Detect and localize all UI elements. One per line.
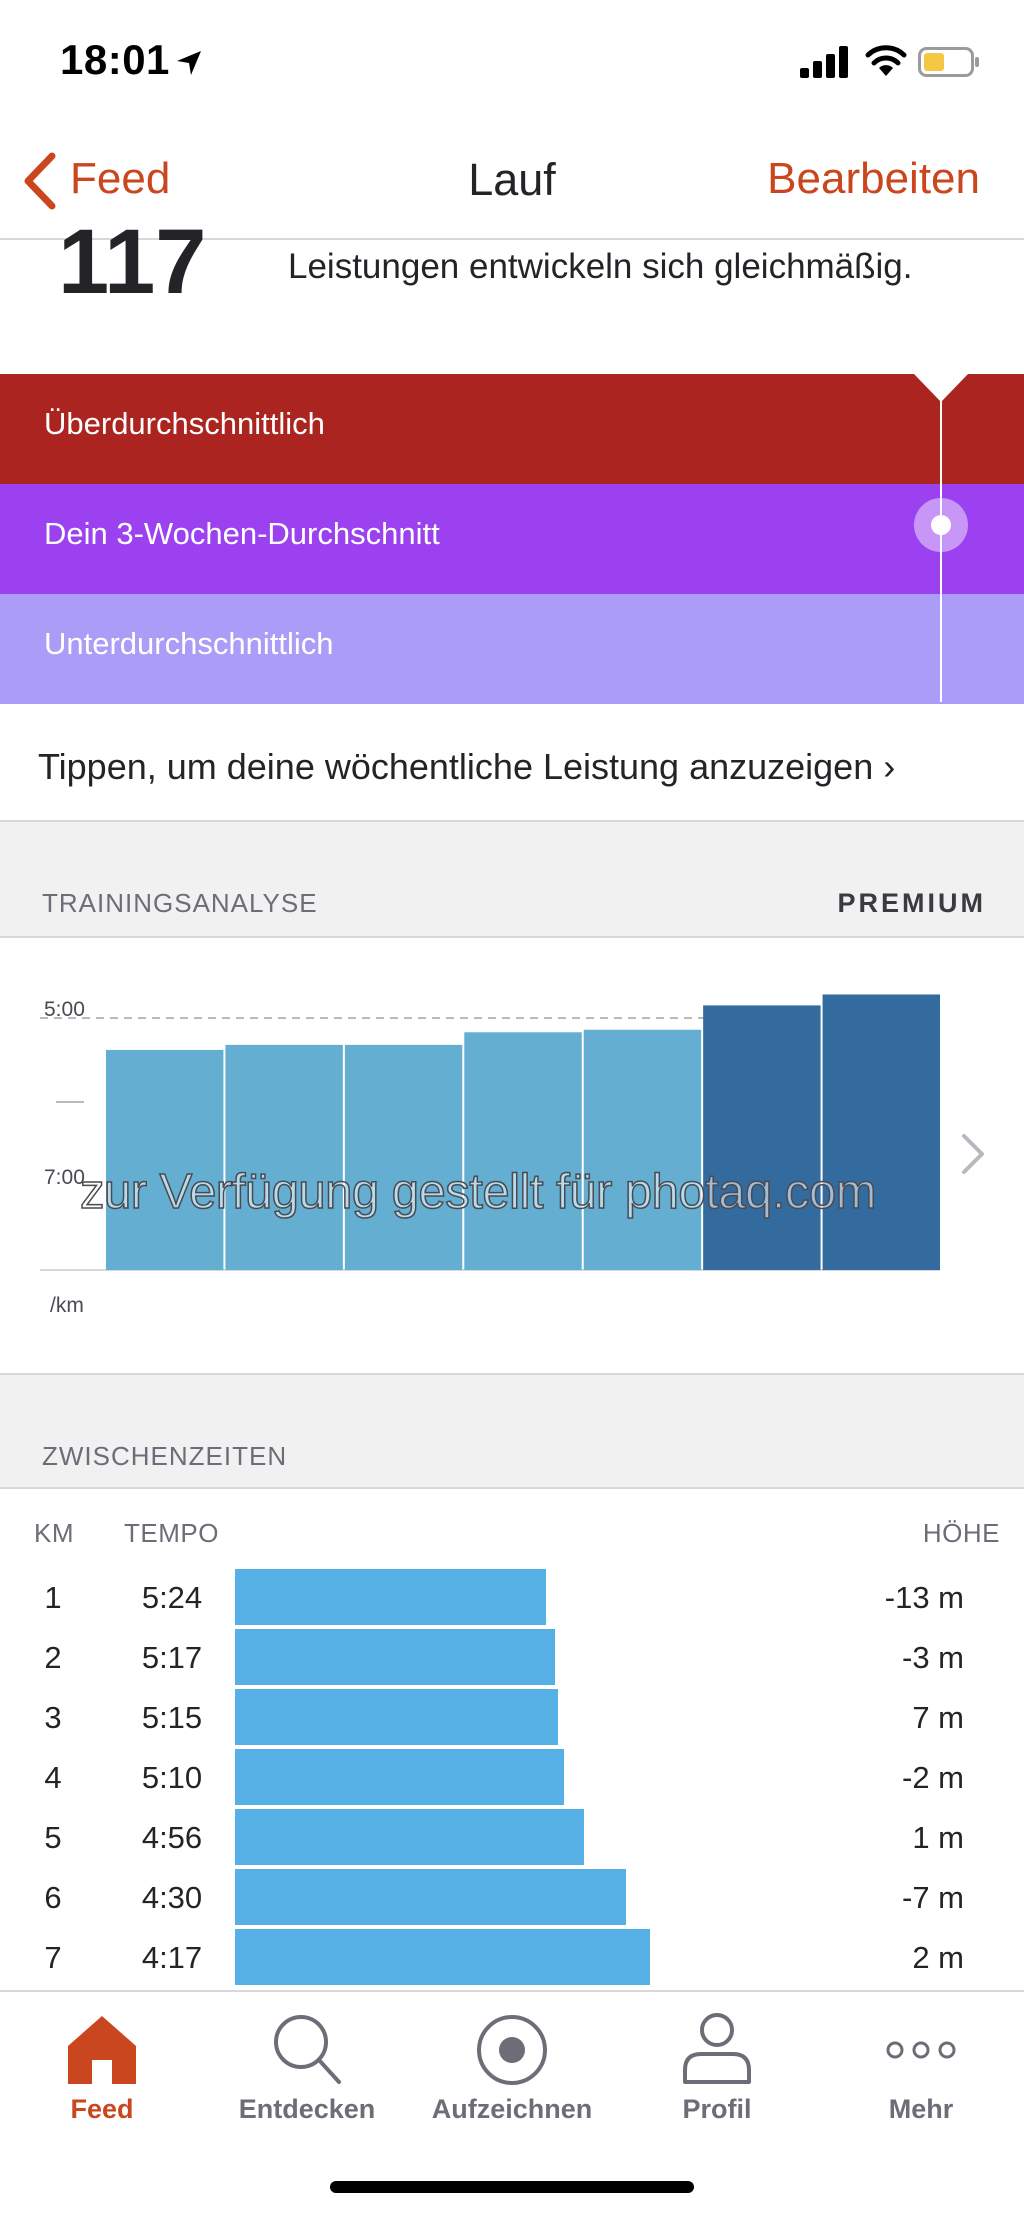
col-elevation-header: HÖHE: [922, 1518, 1000, 1548]
navigation-bar: [0, 130, 1024, 240]
training-analysis-title: TRAININGSANALYSE: [42, 888, 318, 918]
band-below-average[interactable]: Unterdurchschnittlich: [0, 594, 1024, 704]
split-pace-bar: [235, 1629, 555, 1685]
tab-profile-label: Profil: [682, 2094, 752, 2124]
band-below-label: Unterdurchschnittlich: [44, 626, 334, 661]
chart-bar: [583, 1029, 702, 1270]
split-row: 2 5:17 -3 m: [0, 1626, 1024, 1686]
split-km: 7: [44, 1940, 62, 1975]
band-above-average[interactable]: Überdurchschnittlich: [0, 374, 1024, 484]
split-row: 4 5:10 -2 m: [0, 1746, 1024, 1806]
training-analysis-header: TRAININGSANALYSE: [0, 822, 1024, 938]
weekly-performance-link[interactable]: Tippen, um deine wöchentliche Leistung a…: [38, 746, 896, 787]
split-pace-bar: [235, 1749, 564, 1805]
edit-button[interactable]: Bearbeiten: [767, 154, 980, 203]
weekly-performance-row[interactable]: [0, 704, 1024, 822]
battery-icon: [918, 47, 979, 77]
split-pace: 4:17: [141, 1940, 203, 1975]
col-km-header: KM: [34, 1518, 74, 1548]
split-pace-bar: [235, 1929, 650, 1985]
effort-marker-icon: [914, 498, 968, 552]
home-indicator: [330, 2181, 694, 2193]
effort-indicator-line: [940, 384, 942, 702]
tab-more[interactable]: Mehr: [836, 1998, 1006, 2128]
pace-chart[interactable]: 5:00 7:00/km: [40, 990, 960, 1330]
split-pace: 5:24: [141, 1580, 203, 1615]
band-average-label: Dein 3-Wochen-Durchschnitt: [44, 516, 440, 551]
split-pace-bar: [235, 1569, 546, 1625]
effort-pointer-icon: [914, 374, 968, 402]
relative-effort-description: Leistungen entwickeln sich gleichmäßig.: [288, 247, 913, 286]
split-km: 6: [44, 1880, 62, 1915]
more-icon: [886, 2041, 956, 2059]
chart-unit-label: /km: [50, 1294, 84, 1317]
split-pace: 5:17: [141, 1640, 203, 1675]
split-elevation: -13 m: [884, 1580, 964, 1615]
page-title: Lauf: [468, 154, 556, 205]
col-pace-header: TEMPO: [124, 1518, 219, 1548]
back-chevron-icon[interactable]: [22, 152, 58, 210]
wifi-icon: [865, 45, 907, 76]
chart-bar: [344, 1044, 463, 1270]
chart-bar: [464, 1032, 582, 1270]
split-pace: 4:30: [141, 1880, 203, 1915]
band-three-week-average[interactable]: Dein 3-Wochen-Durchschnitt: [0, 484, 1024, 594]
split-elevation: -7 m: [902, 1880, 964, 1915]
split-km: 4: [44, 1760, 62, 1795]
watermark-text: zur Verfügung gestellt für photaq.com: [79, 1164, 877, 1220]
chart-bar: [703, 1005, 821, 1270]
split-row: 1 5:24 -13 m: [0, 1566, 1024, 1626]
split-elevation: 1 m: [912, 1820, 964, 1855]
tab-more-label: Mehr: [888, 2094, 954, 2124]
tab-record-label: Aufzeichnen: [431, 2094, 593, 2124]
tab-record[interactable]: Aufzeichnen: [427, 1998, 597, 2128]
splits-table: 1 5:24 -13 m 2 5:17 -3 m 3 5:15 7 m 4 5:10 -2 m 5 4:5…: [0, 1566, 1024, 1986]
splits-header: ZWISCHENZEITEN: [0, 1373, 1024, 1489]
split-pace-bar: [235, 1869, 626, 1925]
splits-title: ZWISCHENZEITEN: [42, 1441, 288, 1471]
split-row: 6 4:30 -7 m: [0, 1866, 1024, 1926]
tab-explore[interactable]: Entdecken: [222, 1998, 392, 2128]
premium-badge[interactable]: PREMIUM: [837, 888, 986, 918]
split-pace-bar: [235, 1809, 584, 1865]
record-icon: [477, 2015, 547, 2085]
split-pace-bar: [235, 1689, 558, 1745]
split-elevation: 2 m: [912, 1940, 964, 1975]
chart-bar: [225, 1044, 343, 1270]
split-elevation: 7 m: [912, 1700, 964, 1735]
split-km: 3: [44, 1700, 62, 1735]
back-button[interactable]: Feed: [70, 154, 171, 203]
split-pace: 5:15: [141, 1700, 203, 1735]
chart-y-tick-label: 7:00: [44, 1166, 85, 1189]
split-row: 5 4:56 1 m: [0, 1806, 1024, 1866]
chart-bar: [106, 1049, 224, 1270]
status-time: 18:01: [60, 36, 170, 83]
tab-feed[interactable]: Feed: [17, 1998, 187, 2128]
split-elevation: -3 m: [902, 1640, 964, 1675]
split-pace: 5:10: [141, 1760, 203, 1795]
split-km: 1: [44, 1580, 62, 1615]
tab-feed-label: Feed: [70, 2094, 134, 2124]
location-arrow-icon: [177, 51, 201, 75]
split-row: 7 4:17 2 m: [0, 1926, 1024, 1986]
tab-explore-label: Entdecken: [238, 2094, 376, 2124]
tab-bar: [0, 1990, 1024, 2219]
cellular-signal-icon: [800, 46, 848, 78]
split-elevation: -2 m: [902, 1760, 964, 1795]
search-icon: [274, 2015, 341, 2084]
home-icon: [68, 2016, 136, 2084]
split-pace: 4:56: [141, 1820, 203, 1855]
profile-icon: [683, 2013, 751, 2084]
band-above-label: Überdurchschnittlich: [44, 406, 325, 441]
chart-bar: [822, 994, 940, 1270]
chart-y-tick-label: 5:00: [44, 998, 85, 1021]
tab-profile[interactable]: Profil: [632, 1998, 802, 2128]
relative-effort-value: 117: [58, 222, 207, 302]
chevron-right-icon[interactable]: [958, 1132, 988, 1176]
split-km: 2: [44, 1640, 62, 1675]
split-row: 3 5:15 7 m: [0, 1686, 1024, 1746]
split-km: 5: [44, 1820, 62, 1855]
